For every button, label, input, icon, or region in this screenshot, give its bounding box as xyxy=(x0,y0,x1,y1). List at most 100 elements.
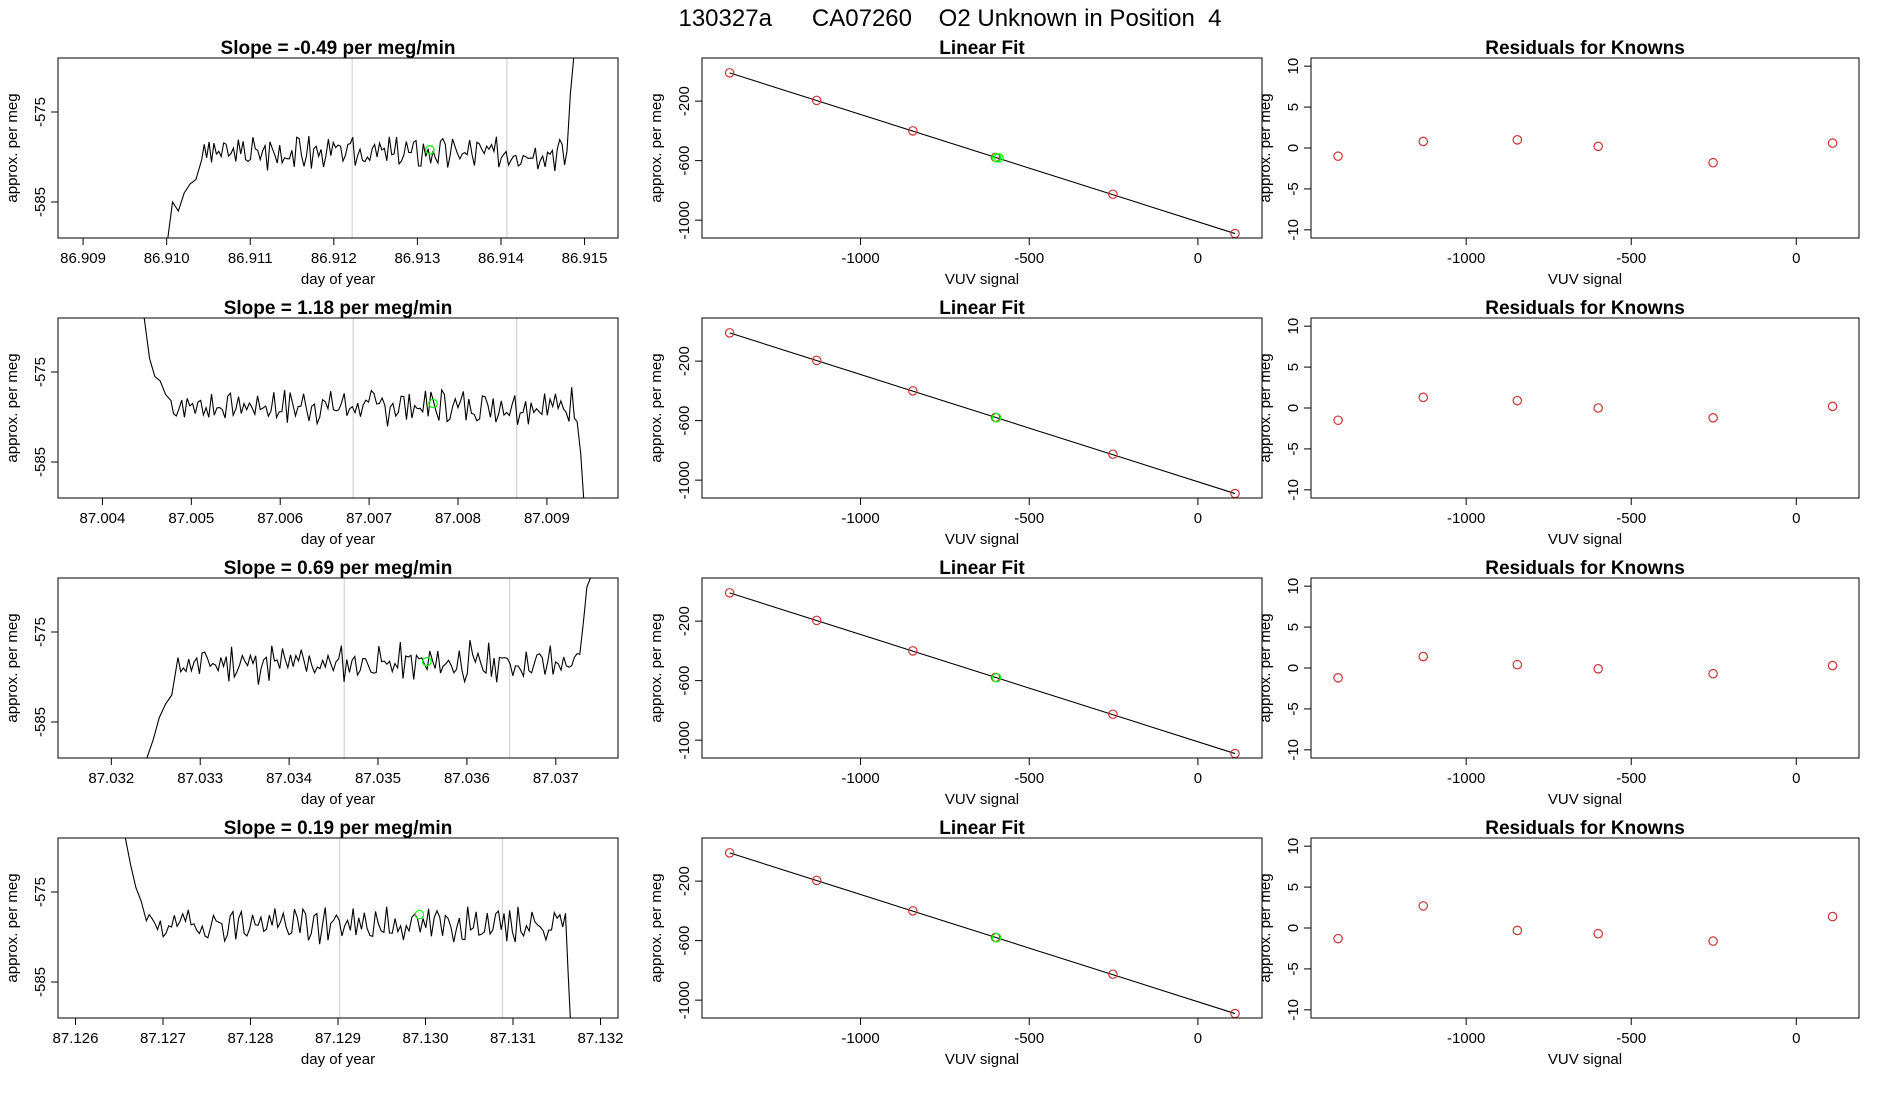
x-axis-label: VUV signal xyxy=(945,271,1019,288)
x-tick-label-0: -1000 xyxy=(1447,1030,1485,1047)
highlight-point xyxy=(425,145,435,155)
chart-panel-3: 87.004 87.005 87.006 87.007 87.008 87.009 -575… xyxy=(4,298,619,548)
series-line xyxy=(124,838,571,1018)
x-axis-label: day of year xyxy=(301,1051,375,1068)
panel-title: Slope = 1.18 per meg/min xyxy=(224,298,453,319)
x-tick-label-0: -1000 xyxy=(1447,510,1485,527)
x-tick-label-0: 86.909 xyxy=(60,250,106,267)
plot-area xyxy=(1333,392,1838,426)
data-point-2 xyxy=(908,126,918,136)
x-tick-label-1: -500 xyxy=(1616,770,1646,787)
data-point-1 xyxy=(1418,901,1429,911)
x-axis-label: VUV signal xyxy=(945,791,1019,808)
data-point-5 xyxy=(1827,660,1838,671)
highlight-point xyxy=(428,398,438,409)
data-point-0 xyxy=(724,848,735,858)
panel-title: Slope = 0.69 per meg/min xyxy=(224,558,453,579)
x-tick-label-6: 86.915 xyxy=(562,250,608,267)
data-point-3 xyxy=(1593,141,1603,152)
chart-panel-10: -1000 -500 0 -200 -600 -1000 Linear Fit VUV sig… xyxy=(648,818,1263,1068)
data-point-4 xyxy=(1108,189,1118,200)
y-tick-label-4: -10 xyxy=(1285,739,1302,761)
x-tick-label-1: 87.033 xyxy=(177,770,223,787)
data-point-4 xyxy=(1108,709,1118,720)
y-tick-label-2: -1000 xyxy=(676,721,693,759)
y-tick-label-1: -600 xyxy=(676,666,693,696)
y-tick-label-3: -5 xyxy=(1285,962,1302,975)
y-tick-label-4: -10 xyxy=(1285,479,1302,501)
x-tick-label-2: 87.034 xyxy=(266,770,312,787)
y-axis-label: approx. per meg xyxy=(1257,353,1274,462)
x-tick-label-5: 86.914 xyxy=(478,250,524,267)
data-point-4 xyxy=(1708,936,1718,946)
y-tick-label-0: -200 xyxy=(676,606,693,636)
y-tick-label-0: 10 xyxy=(1285,578,1302,595)
plot-frame xyxy=(57,57,619,239)
x-axis-label: day of year xyxy=(301,791,375,808)
x-tick-label-1: -500 xyxy=(1616,250,1646,267)
panel-title: Linear Fit xyxy=(939,818,1025,839)
data-point-0 xyxy=(1333,415,1343,426)
x-tick-label-0: 87.004 xyxy=(79,510,125,527)
plot-area xyxy=(1333,135,1838,168)
x-tick-label-1: -500 xyxy=(1014,510,1044,527)
data-point-0 xyxy=(724,588,735,598)
y-tick-label-0: -575 xyxy=(32,97,49,127)
x-tick-label-0: -1000 xyxy=(1447,250,1485,267)
x-tick-label-0: -1000 xyxy=(1447,770,1485,787)
chart-panel-7: -1000 -500 0 -200 -600 -1000 Linear Fit VUV sig… xyxy=(648,558,1263,808)
plot-frame xyxy=(57,837,619,1019)
data-point-3 xyxy=(1593,403,1603,413)
plot-area xyxy=(1333,901,1838,946)
data-point-0 xyxy=(724,68,735,78)
panel-title: Slope = -0.49 per meg/min xyxy=(221,38,456,59)
x-tick-label-3: 86.912 xyxy=(311,250,357,267)
panel-title: Residuals for Knowns xyxy=(1485,558,1685,579)
x-tick-label-4: 87.036 xyxy=(444,770,490,787)
y-tick-label-1: -585 xyxy=(32,187,49,217)
x-axis-label: VUV signal xyxy=(1548,531,1622,548)
data-point-0 xyxy=(1333,151,1343,161)
y-tick-label-1: 5 xyxy=(1285,623,1302,631)
x-tick-label-3: 87.007 xyxy=(346,510,392,527)
y-tick-label-1: 5 xyxy=(1285,363,1302,371)
y-tick-label-2: 0 xyxy=(1285,924,1302,932)
plot-frame xyxy=(701,317,1263,499)
plot-frame xyxy=(701,57,1263,239)
fit-line xyxy=(729,852,1236,1015)
chart-panel-0: 86.909 86.910 86.911 86.912 86.913 86.914 86.9… xyxy=(4,38,619,288)
x-tick-label-6: 87.132 xyxy=(578,1030,624,1047)
x-tick-label-2: 86.911 xyxy=(228,250,273,267)
data-point-2 xyxy=(1512,135,1523,145)
y-tick-label-1: -600 xyxy=(676,146,693,176)
x-tick-label-2: 87.128 xyxy=(228,1030,274,1047)
x-tick-label-1: -500 xyxy=(1616,1030,1646,1047)
data-point-1 xyxy=(1418,136,1429,147)
y-tick-label-2: 0 xyxy=(1285,144,1302,152)
y-tick-label-1: 5 xyxy=(1285,883,1302,891)
data-point-5 xyxy=(1827,401,1838,412)
data-point-2 xyxy=(908,906,918,916)
panel-title: Linear Fit xyxy=(939,38,1025,59)
panel-title: Slope = 0.19 per meg/min xyxy=(224,818,453,839)
x-axis-label: VUV signal xyxy=(1548,1051,1622,1068)
y-axis-label: approx. per meg xyxy=(648,353,665,462)
chart-panel-8: -1000 -500 0 10 5 0 -5 -10 Residuals for Knowns V… xyxy=(1257,558,1860,808)
unknown-point-1 xyxy=(994,153,1004,163)
data-point-1 xyxy=(811,875,822,886)
data-point-2 xyxy=(1512,659,1523,670)
y-axis-label: approx. per meg xyxy=(648,873,665,982)
x-tick-label-2: 0 xyxy=(1194,1030,1202,1047)
x-tick-label-0: -1000 xyxy=(841,250,879,267)
x-tick-label-1: 86.910 xyxy=(144,250,190,267)
unknown-point-0 xyxy=(991,412,1002,423)
series-line xyxy=(146,578,591,758)
data-point-2 xyxy=(1512,395,1523,406)
x-tick-label-4: 87.008 xyxy=(435,510,481,527)
x-tick-label-1: -500 xyxy=(1014,1030,1044,1047)
x-axis-label: VUV signal xyxy=(945,1051,1019,1068)
chart-panel-1: -1000 -500 0 -200 -600 -1000 Linear Fit VUV sig… xyxy=(648,38,1263,288)
data-point-5 xyxy=(1827,911,1838,922)
x-axis-label: day of year xyxy=(301,271,375,288)
